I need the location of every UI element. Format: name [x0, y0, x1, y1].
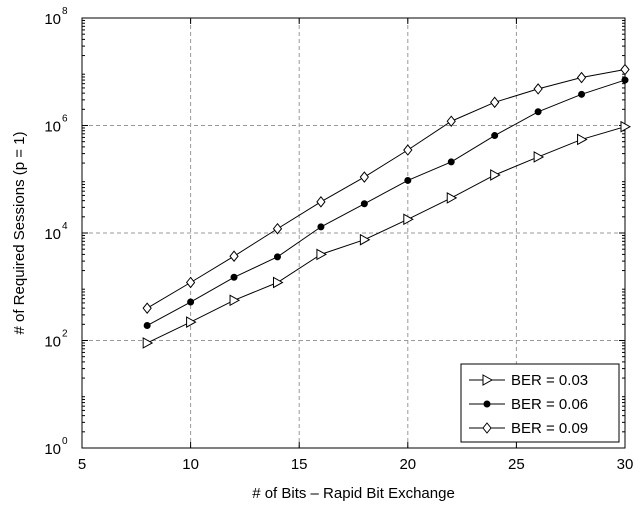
triangle-marker: [447, 193, 456, 203]
series-1: [143, 122, 630, 348]
x-tick-label: 20: [399, 456, 416, 473]
y-tick-label-base: 10: [44, 11, 61, 28]
diamond-marker: [491, 97, 499, 107]
legend-label: BER = 0.06: [511, 396, 588, 413]
diamond-marker: [143, 303, 151, 313]
circle-marker: [361, 201, 367, 207]
y-tick-label-exponent: 6: [62, 114, 68, 125]
y-tick-label-exponent: 8: [62, 6, 68, 17]
y-tick-label-base: 10: [44, 441, 61, 458]
x-axis-label: # of Bits – Rapid Bit Exchange: [252, 485, 455, 502]
triangle-marker: [491, 170, 500, 180]
x-tick-label: 25: [508, 456, 525, 473]
x-tick-label: 10: [182, 456, 199, 473]
y-tick-label-base: 10: [44, 334, 61, 351]
diamond-marker: [360, 172, 368, 182]
diamond-marker: [447, 116, 455, 126]
y-tick-label-exponent: 4: [62, 221, 68, 232]
triangle-marker: [317, 249, 326, 259]
series: [143, 65, 630, 348]
triangle-marker: [360, 235, 369, 245]
legend-label: BER = 0.09: [511, 420, 588, 437]
circle-marker: [405, 177, 411, 183]
triangle-marker: [143, 338, 152, 348]
triangle-marker: [230, 295, 239, 305]
triangle-marker: [187, 317, 196, 327]
triangle-marker: [534, 152, 543, 162]
y-tick-label-base: 10: [44, 226, 61, 243]
x-tick-label: 30: [617, 456, 634, 473]
x-tick-label: 15: [291, 456, 308, 473]
diamond-marker: [534, 84, 542, 94]
circle-marker: [484, 401, 490, 407]
series-line: [147, 127, 625, 343]
circle-marker: [274, 254, 280, 260]
circle-marker: [448, 159, 454, 165]
series-2: [144, 77, 628, 328]
circle-marker: [535, 109, 541, 115]
legend-label: BER = 0.03: [511, 372, 588, 389]
circle-marker: [188, 299, 194, 305]
diamond-marker: [230, 251, 238, 261]
diamond-marker: [317, 197, 325, 207]
circle-marker: [622, 77, 628, 83]
diamond-marker: [578, 73, 586, 83]
series-3: [143, 65, 629, 314]
x-tick-label: 5: [78, 456, 86, 473]
circle-marker: [231, 274, 237, 280]
y-tick-label-exponent: 2: [62, 329, 68, 340]
diamond-marker: [404, 145, 412, 155]
circle-marker: [144, 323, 150, 329]
diamond-marker: [621, 65, 629, 75]
legend: BER = 0.03 BER = 0.06 BER = 0.09: [461, 364, 619, 442]
diamond-marker: [273, 224, 281, 234]
y-tick-label-base: 10: [44, 119, 61, 136]
series-line: [147, 80, 625, 325]
triangle-marker: [273, 277, 282, 287]
y-tick-label-exponent: 0: [62, 436, 68, 447]
triangle-marker: [578, 134, 587, 144]
circle-marker: [579, 91, 585, 97]
diamond-marker: [187, 277, 195, 287]
y-axis-label: # of Required Sessions (p = 1): [11, 131, 28, 334]
circle-marker: [492, 133, 498, 139]
circle-marker: [318, 224, 324, 230]
